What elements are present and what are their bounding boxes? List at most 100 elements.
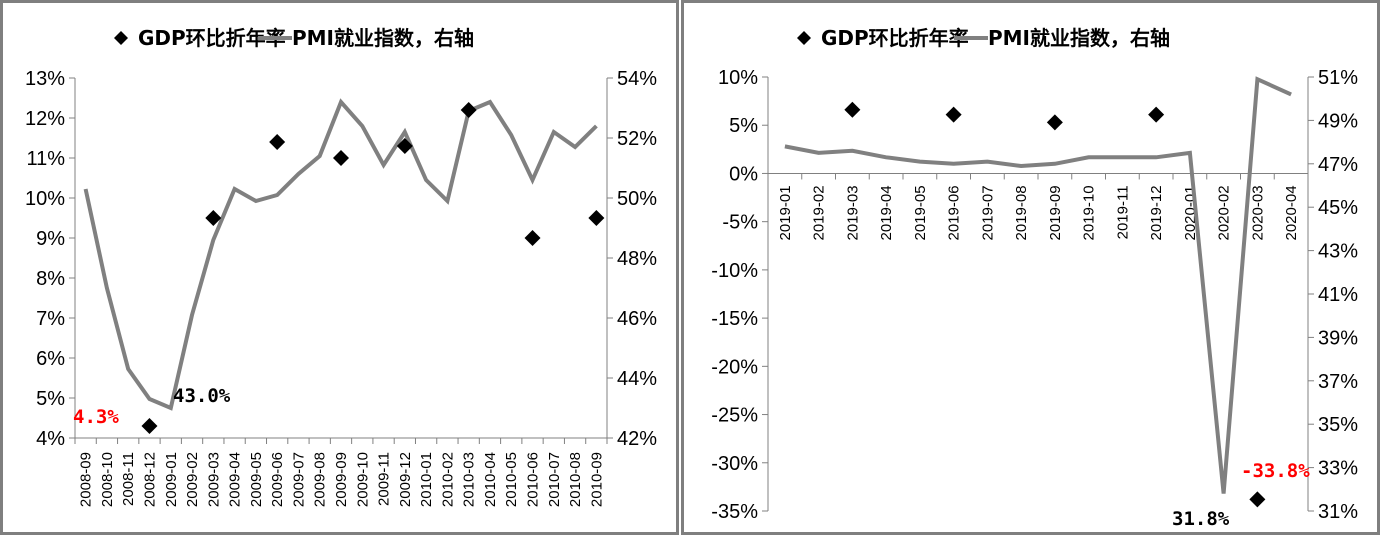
- x-tick-label: 2008-12: [141, 452, 158, 507]
- left-tick-label: -30%: [711, 453, 758, 475]
- annotations: 4.3% 43.0%: [73, 385, 231, 428]
- left-tick-label: 12%: [25, 108, 65, 130]
- chart-panel-2019-2020: GDP环比折年率 PMI就业指数，右轴 10% 5% 0% -5% -10% -15% -20%…: [681, 0, 1380, 535]
- right-tick-label: 43%: [1318, 241, 1358, 263]
- gdp-diamond-marker-icon: [588, 210, 605, 226]
- x-tick-label: 2010-01: [418, 452, 435, 507]
- annotation-label: 4.3%: [73, 406, 119, 428]
- left-tick-label: 4%: [36, 428, 65, 450]
- legend: GDP环比折年率 PMI就业指数，右轴: [797, 26, 1170, 50]
- right-tick-label: 35%: [1318, 414, 1358, 436]
- x-tick-label: 2009-07: [290, 452, 307, 507]
- x-tick-label: 2019-08: [1013, 185, 1030, 240]
- chart-2008-2010: GDP环比折年率 PMI就业指数，右轴 13% 12% 11% 10% 9% 8% 7% 6% 5%…: [25, 26, 657, 507]
- gdp-markers: [844, 101, 1266, 508]
- chart-panel-2008-2010: GDP环比折年率 PMI就业指数，右轴 13% 12% 11% 10% 9% 8% 7% 6% 5%…: [0, 0, 679, 535]
- gdp-diamond-marker-icon: [396, 138, 413, 154]
- annotation-label: -33.8%: [1241, 460, 1310, 482]
- annotation-label: 43.0%: [173, 385, 231, 407]
- gdp-diamond-marker-icon: [1249, 491, 1266, 508]
- diamond-marker-icon: [797, 31, 811, 45]
- axes: 13% 12% 11% 10% 9% 8% 7% 6% 5% 4% 54% 52% 50% 48% 46% 4…: [25, 68, 657, 507]
- right-tick-label: 49%: [1318, 110, 1358, 132]
- axes: 10% 5% 0% -5% -10% -15% -20% -25% -30% -35% 51% 49%…: [711, 67, 1358, 523]
- right-tick-label: 44%: [617, 368, 657, 390]
- gdp-diamond-marker-icon: [1046, 114, 1063, 131]
- left-tick-label: 10%: [25, 188, 65, 210]
- legend: GDP环比折年率 PMI就业指数，右轴: [114, 26, 474, 50]
- x-tick-label: 2009-06: [269, 452, 286, 507]
- x-tick-label: 2019-02: [811, 185, 828, 240]
- left-tick-label: 5%: [729, 115, 758, 137]
- x-tick-label: 2020-04: [1283, 185, 1300, 240]
- x-tick-label: 2019-12: [1148, 185, 1165, 240]
- x-tick-label: 2008-10: [99, 452, 116, 507]
- right-tick-label: 41%: [1318, 284, 1358, 306]
- x-tick-label: 2009-11: [376, 452, 393, 506]
- right-tick-label: 31%: [1318, 501, 1358, 523]
- x-tick-label: 2019-06: [946, 185, 963, 240]
- left-tick-label: 6%: [36, 348, 65, 370]
- x-tick-label: 2008-09: [78, 452, 95, 507]
- diamond-marker-icon: [114, 31, 128, 45]
- left-tick-label: 5%: [36, 388, 65, 410]
- left-tick-label: -20%: [711, 356, 758, 378]
- right-tick-label: 47%: [1318, 154, 1358, 176]
- x-tick-label: 2010-04: [482, 452, 499, 507]
- x-tick-label: 2020-02: [1216, 185, 1233, 240]
- left-tick-label: -15%: [711, 308, 758, 330]
- x-tick-label: 2010-06: [525, 452, 542, 507]
- x-tick-label: 2019-07: [979, 185, 996, 240]
- x-tick-label: 2009-09: [333, 452, 350, 507]
- x-tick-label: 2009-12: [397, 452, 414, 507]
- x-tick-label: 2020-03: [1249, 185, 1266, 240]
- right-tick-label: 52%: [617, 128, 657, 150]
- gdp-diamond-marker-icon: [269, 134, 286, 150]
- left-tick-label: -5%: [722, 212, 758, 234]
- right-tick-label: 45%: [1318, 197, 1358, 219]
- gdp-diamond-marker-icon: [141, 418, 158, 434]
- annotations: -33.8% 31.8%: [1172, 460, 1310, 530]
- left-tick-label: -10%: [711, 260, 758, 282]
- x-tick-label: 2010-07: [546, 452, 563, 507]
- x-tick-label: 2019-10: [1081, 185, 1098, 240]
- legend-pmi-label: PMI就业指数，右轴: [292, 26, 474, 50]
- x-tick-label: 2009-03: [205, 452, 222, 507]
- left-tick-label: 10%: [718, 67, 758, 89]
- left-tick-label: 13%: [25, 68, 65, 90]
- x-tick-label: 2009-01: [163, 452, 180, 507]
- right-tick-label: 33%: [1318, 458, 1358, 480]
- gdp-diamond-marker-icon: [205, 210, 222, 226]
- x-tick-label: 2009-08: [312, 452, 329, 507]
- x-tick-label: 2010-02: [439, 452, 456, 507]
- right-tick-label: 48%: [617, 248, 657, 270]
- x-tick-label: 2010-05: [503, 452, 520, 507]
- x-tick-label: 2009-05: [248, 452, 265, 507]
- x-tick-label: 2009-10: [354, 452, 371, 507]
- x-tick-label: 2010-09: [588, 452, 605, 507]
- gdp-diamond-marker-icon: [524, 230, 541, 246]
- gdp-diamond-marker-icon: [844, 101, 861, 118]
- gdp-diamond-marker-icon: [460, 102, 477, 118]
- x-tick-label: 2019-03: [844, 185, 861, 240]
- right-tick-label: 54%: [617, 68, 657, 90]
- right-tick-label: 39%: [1318, 327, 1358, 349]
- right-tick-label: 50%: [617, 188, 657, 210]
- pmi-employment-line: [784, 76, 1292, 494]
- x-tick-label: 2019-09: [1047, 185, 1064, 240]
- left-tick-label: 0%: [729, 163, 758, 185]
- x-tick-label: 2008-11: [120, 452, 137, 506]
- x-tick-label: 2019-11: [1114, 185, 1131, 239]
- gdp-diamond-marker-icon: [1148, 106, 1165, 123]
- gdp-diamond-marker-icon: [333, 150, 349, 166]
- legend-gdp-label: GDP环比折年率: [821, 26, 969, 50]
- gdp-diamond-marker-icon: [945, 106, 962, 123]
- x-tick-label: 2010-03: [461, 452, 478, 507]
- x-tick-label: 2009-02: [184, 452, 201, 507]
- left-tick-label: -25%: [711, 405, 758, 427]
- left-tick-label: 11%: [26, 148, 65, 170]
- x-tick-label: 2019-05: [912, 185, 929, 240]
- chart-2019-2020: GDP环比折年率 PMI就业指数，右轴 10% 5% 0% -5% -10% -15% -20%…: [711, 26, 1358, 530]
- left-tick-label: 8%: [36, 268, 65, 290]
- left-tick-label: 9%: [36, 228, 65, 250]
